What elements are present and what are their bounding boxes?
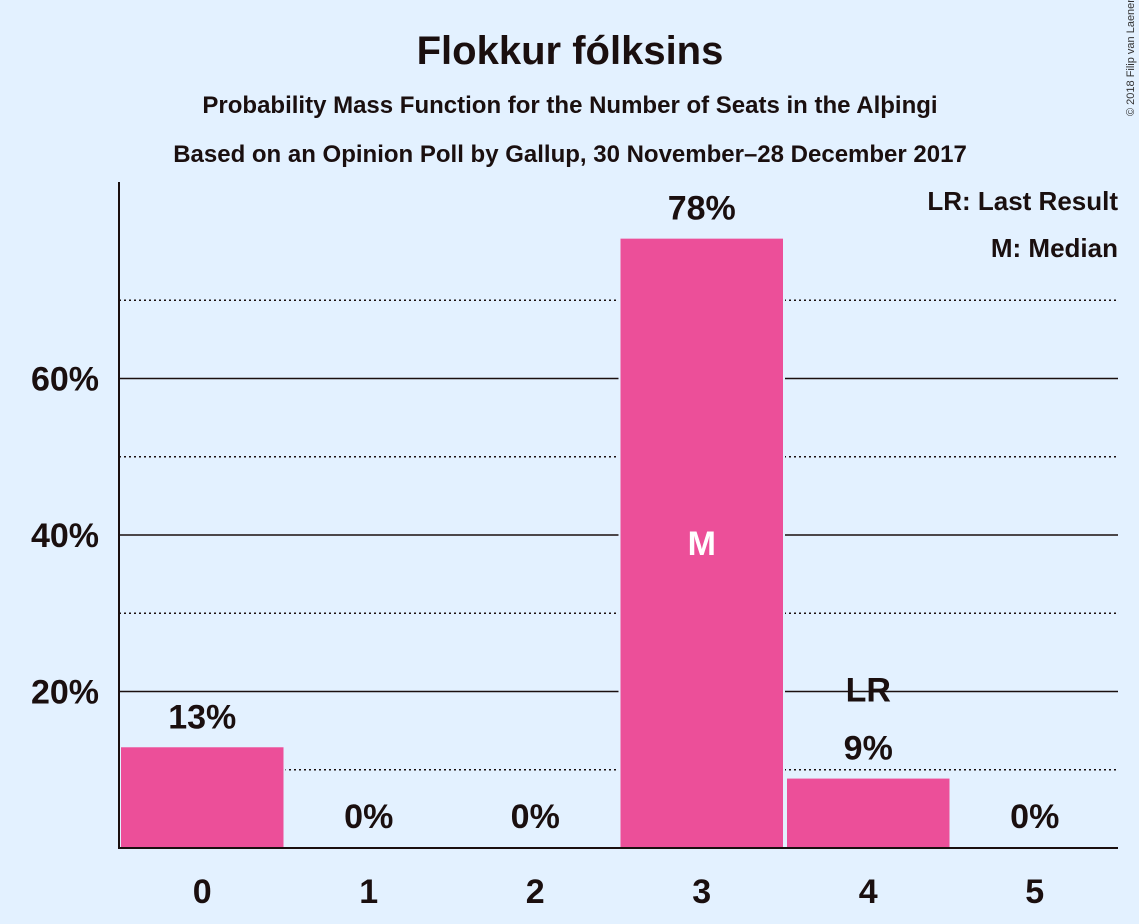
y-tick-label-40: 40% <box>31 517 99 555</box>
y-tick-label-60: 60% <box>31 361 99 399</box>
bars-group <box>119 236 952 850</box>
chart-title: Flokkur fólksins <box>417 29 724 73</box>
legend-last-result: LR: Last Result <box>927 186 1118 216</box>
axes <box>118 182 1118 849</box>
legend-median: M: Median <box>991 233 1118 263</box>
x-tick-label-5: 5 <box>1025 873 1044 911</box>
value-label-1: 0% <box>344 798 393 836</box>
bar-3 <box>618 236 785 849</box>
x-tick-label-1: 1 <box>359 873 378 911</box>
x-tick-label-4: 4 <box>859 873 878 911</box>
y-tick-label-20: 20% <box>31 674 99 712</box>
tick-labels: 0 1 2 3 4 5 20% 40% 60% <box>31 361 1044 912</box>
value-label-4: 9% <box>844 730 893 768</box>
bar-0 <box>119 745 286 850</box>
copyright-notice: © 2018 Filip van Laenen <box>1125 0 1137 116</box>
value-label-0: 13% <box>168 698 236 736</box>
value-label-5: 0% <box>1010 798 1059 836</box>
chart-subtitle-1: Probability Mass Function for the Number… <box>202 92 937 119</box>
last-result-marker: LR <box>846 672 891 710</box>
median-marker: M <box>688 525 716 563</box>
x-tick-label-3: 3 <box>692 873 711 911</box>
chart-subtitle-2: Based on an Opinion Poll by Gallup, 30 N… <box>173 141 967 168</box>
x-tick-label-2: 2 <box>526 873 545 911</box>
value-label-3: 78% <box>668 190 736 228</box>
data-labels: 13% 0% 0% 78% M 9% LR 0% <box>168 190 1059 836</box>
x-tick-label-0: 0 <box>193 873 212 911</box>
bar-4 <box>785 776 952 850</box>
value-label-2: 0% <box>511 798 560 836</box>
